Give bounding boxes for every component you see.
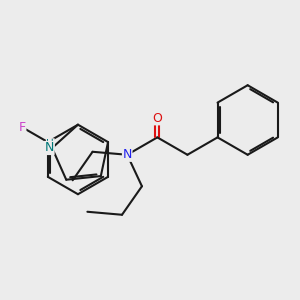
Text: H: H [46, 139, 54, 149]
Text: O: O [152, 112, 162, 125]
Text: N: N [45, 142, 54, 154]
Text: N: N [122, 148, 132, 161]
Text: F: F [19, 121, 26, 134]
